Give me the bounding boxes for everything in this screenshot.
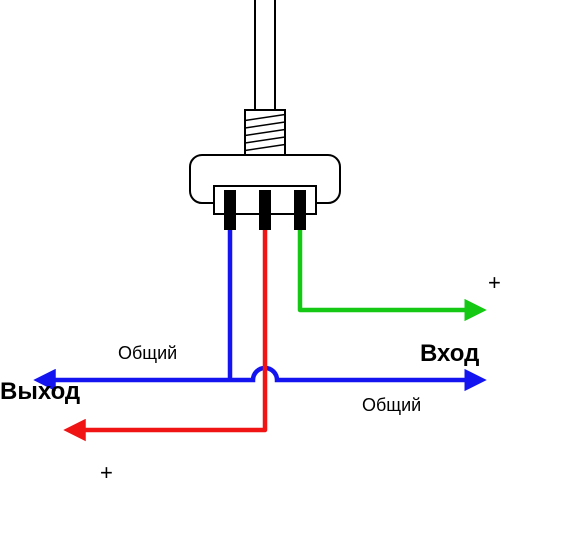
- label-plus-top: +: [488, 270, 501, 296]
- label-input: Вход: [420, 340, 479, 368]
- label-plus-bottom: +: [100, 460, 113, 486]
- label-output: Выход: [0, 378, 80, 406]
- label-common-right: Общий: [362, 395, 421, 416]
- label-common-left: Общий: [118, 343, 177, 364]
- potentiometer-wiring-diagram: [0, 0, 561, 538]
